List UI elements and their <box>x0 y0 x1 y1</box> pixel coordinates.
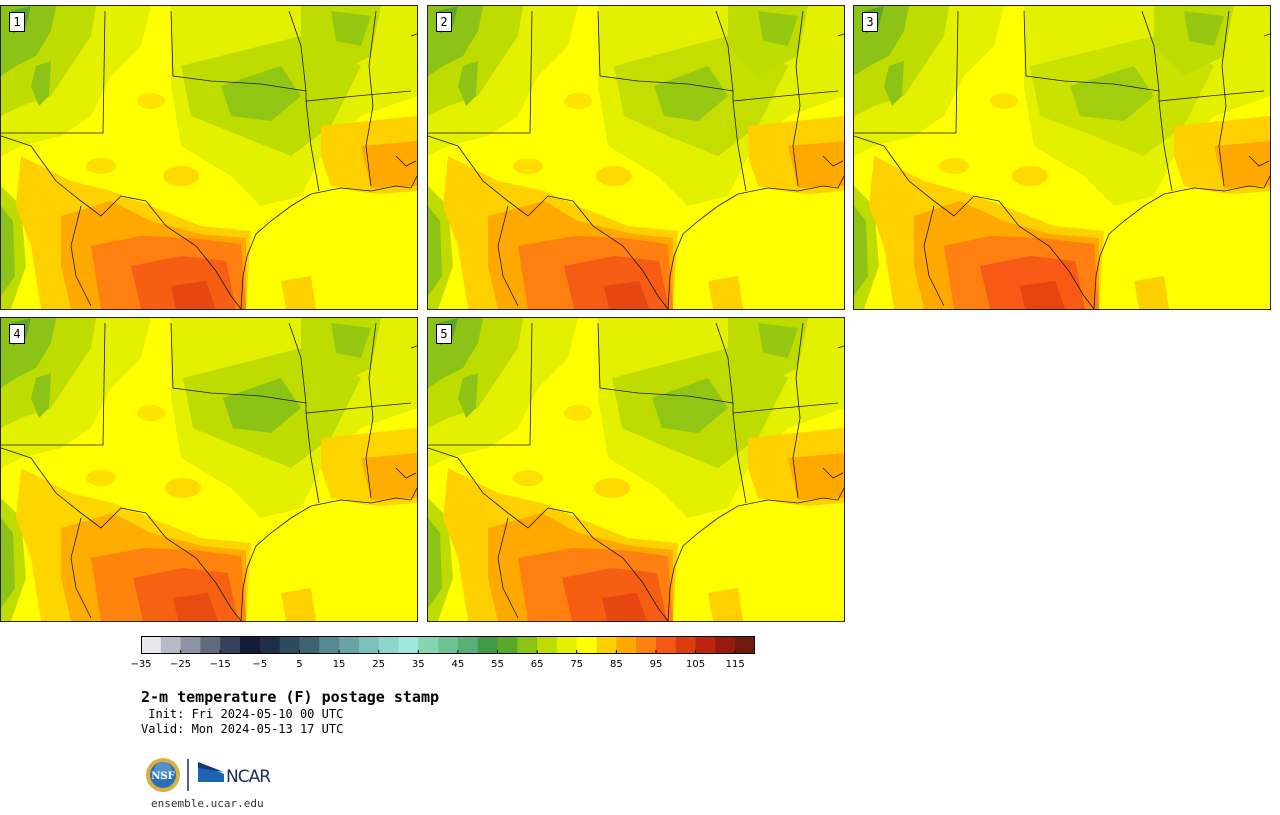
colorbar-segment <box>240 636 261 654</box>
colorbar-tick-label: 75 <box>570 659 584 670</box>
colorbar-segment <box>180 636 201 654</box>
ncar-text: NCAR <box>226 767 271 787</box>
colorbar-segment <box>378 636 399 654</box>
colorbar-tick-label: 15 <box>332 659 346 670</box>
nsf-ncar-logo: NSF NCAR <box>146 758 272 792</box>
colorbar-segment <box>220 636 241 654</box>
colorbar-segment <box>279 636 300 654</box>
colorbar-tick-label: 35 <box>411 659 425 670</box>
valid-time: Valid: Mon 2024-05-13 17 UTC <box>141 722 344 736</box>
member-number-badge: 2 <box>436 12 452 32</box>
colorbar-segment <box>655 636 677 654</box>
colorbar-segment <box>477 636 499 654</box>
colorbar-segment <box>636 636 657 654</box>
temperature-map <box>854 6 1270 309</box>
colorbar-tick-label: −5 <box>252 659 268 670</box>
colorbar-tick-label: 65 <box>530 659 544 670</box>
colorbar-tick-label: −15 <box>209 659 231 670</box>
colorbar-segment <box>517 636 538 654</box>
map-panel-2: 2 <box>427 5 845 310</box>
colorbar-segment <box>497 636 518 654</box>
colorbar-segment <box>339 636 360 654</box>
colorbar-tick-label: 85 <box>609 659 623 670</box>
map-panel-3: 3 <box>853 5 1271 310</box>
colorbar-segment <box>457 636 479 654</box>
colorbar-segment <box>141 636 162 654</box>
member-number-badge: 3 <box>862 12 878 32</box>
colorbar-segment <box>418 636 439 654</box>
plot-title: 2-m temperature (F) postage stamp <box>141 688 440 706</box>
colorbar-tick-label: −25 <box>170 659 192 670</box>
colorbar-tick-label: −35 <box>130 659 152 670</box>
colorbar-segment <box>675 636 697 654</box>
map-panel-1: 1 <box>0 5 418 310</box>
temperature-map <box>1 318 417 621</box>
website-url: ensemble.ucar.edu <box>151 797 264 810</box>
colorbar-tick-label: 45 <box>451 659 465 670</box>
colorbar-segment <box>735 636 755 654</box>
colorbar-segment <box>695 636 716 654</box>
temperature-map <box>428 318 844 621</box>
colorbar-segment <box>576 636 598 654</box>
colorbar-segment <box>596 636 617 654</box>
member-number-badge: 1 <box>9 12 25 32</box>
temperature-map <box>1 6 417 309</box>
colorbar-tick-label: 105 <box>686 659 706 670</box>
colorbar-segment <box>715 636 736 654</box>
colorbar-segment <box>438 636 459 654</box>
colorbar-segment <box>160 636 182 654</box>
logos: NSF NCAR <box>144 756 274 794</box>
colorbar-tick-label: 115 <box>725 659 745 670</box>
nsf-text: NSF <box>151 771 174 782</box>
colorbar-segment <box>200 636 221 654</box>
map-panel-4: 4 <box>0 317 418 622</box>
colorbar-segment <box>556 636 578 654</box>
colorbar-segment <box>319 636 340 654</box>
map-panel-5: 5 <box>427 317 845 622</box>
temperature-map <box>428 6 844 309</box>
temperature-colorbar <box>141 636 755 654</box>
colorbar-segment <box>358 636 380 654</box>
colorbar-segment <box>616 636 637 654</box>
colorbar-segment <box>299 636 320 654</box>
colorbar-tick-label: 5 <box>296 659 303 670</box>
colorbar-segment <box>259 636 281 654</box>
colorbar-tick-label: 95 <box>649 659 663 670</box>
member-number-badge: 5 <box>436 324 452 344</box>
colorbar-tick-labels: −35 −25 −15 −5 5 15 25 35 45 55 65 75 85 95 105 115 <box>130 659 755 673</box>
member-number-badge: 4 <box>9 324 25 344</box>
init-time: Init: Fri 2024-05-10 00 UTC <box>141 707 344 721</box>
colorbar-segment <box>398 636 419 654</box>
colorbar-tick-label: 55 <box>491 659 504 670</box>
colorbar-tick-label: 25 <box>372 659 386 670</box>
colorbar-segment <box>537 636 558 654</box>
